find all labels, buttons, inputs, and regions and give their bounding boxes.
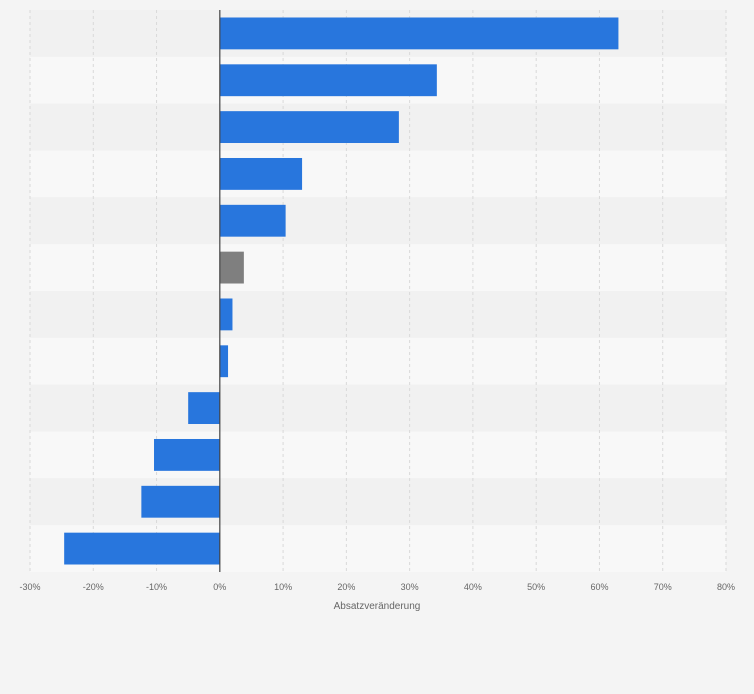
- bar: [219, 251, 244, 284]
- row-band: [30, 431, 726, 479]
- x-tick-label: -10%: [146, 582, 167, 592]
- x-tick-label: 50%: [527, 582, 545, 592]
- x-tick-label: 20%: [337, 582, 355, 592]
- x-tick-label: 60%: [590, 582, 608, 592]
- bar: [219, 64, 437, 97]
- bar: [64, 532, 220, 565]
- x-tick-label: -20%: [83, 582, 104, 592]
- bar: [219, 345, 229, 378]
- row-band: [30, 384, 726, 432]
- x-tick-label: 80%: [717, 582, 735, 592]
- bar: [219, 157, 303, 190]
- bar: [219, 298, 233, 331]
- row-band: [30, 478, 726, 526]
- grid-lines: [29, 10, 727, 572]
- row-band: [30, 337, 726, 385]
- row-band: [30, 197, 726, 245]
- x-axis-ticks: -30% -20% -10% 0% 10% 20% 30% 40% 50% 60% 70% 80%: [19, 582, 735, 592]
- x-axis-label: Absatzveränderung: [334, 601, 421, 612]
- bar: [188, 392, 220, 425]
- bar: [219, 17, 619, 50]
- bar: [141, 485, 220, 518]
- x-tick-label: 10%: [274, 582, 292, 592]
- row-band: [30, 291, 726, 338]
- x-tick-label: 30%: [401, 582, 419, 592]
- bar: [219, 204, 286, 237]
- bar: [219, 111, 399, 144]
- row-bands: [30, 10, 726, 572]
- bar: [154, 438, 220, 471]
- row-band: [30, 150, 726, 198]
- bars: [64, 17, 619, 565]
- x-tick-label: 70%: [654, 582, 672, 592]
- row-band: [30, 244, 726, 291]
- x-tick-label: 40%: [464, 582, 482, 592]
- x-tick-label: 0%: [213, 582, 226, 592]
- x-tick-label: -30%: [19, 582, 40, 592]
